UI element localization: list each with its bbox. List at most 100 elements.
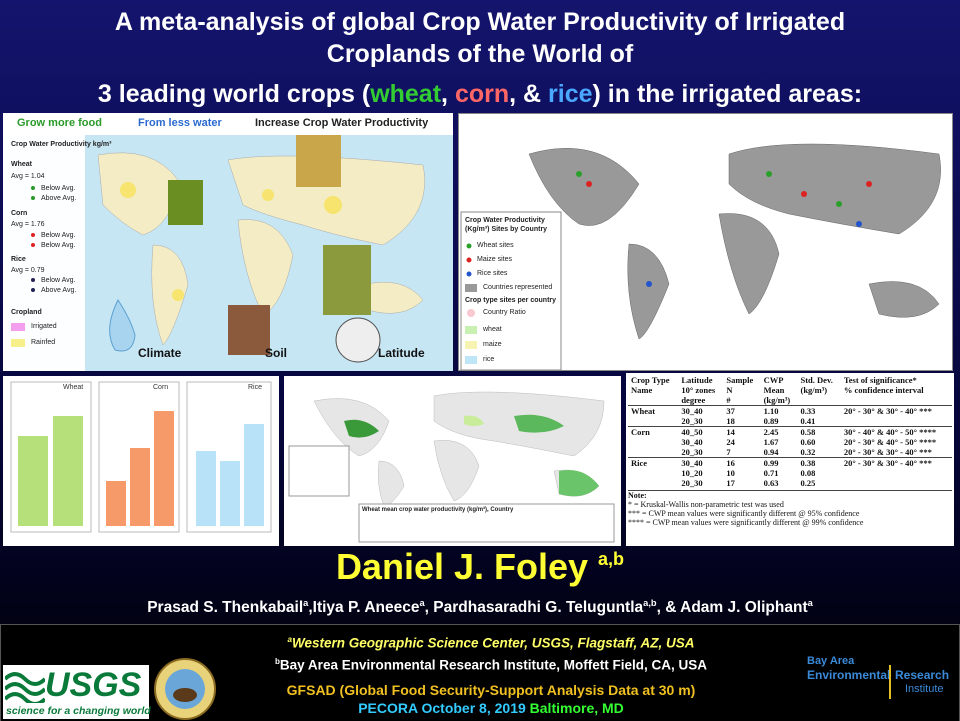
title-text: , & [509, 80, 549, 108]
table-cell: 0.32 [798, 447, 841, 458]
table-row: 20_30 17 0.63 0.25 [628, 478, 952, 488]
cell-text: 30_40 [681, 437, 703, 447]
table-cell: 0.60 [798, 437, 841, 447]
title-text: ) in the irrigated areas: [592, 80, 863, 108]
table-cell: 2.45 [760, 426, 798, 437]
legend-item: Rainfed [31, 339, 56, 346]
header-line: Std. Dev. [800, 375, 833, 385]
table-cell: 37 [723, 405, 761, 416]
header-cell: Crop Type Name [628, 375, 678, 406]
map-panel-2: Crop Water Productivity (Kg/m³) Sites by… [458, 113, 953, 371]
table-cell: 20° - 30° & 30° - 40° *** [841, 447, 952, 458]
cell-text: 30_40 [681, 458, 703, 468]
table-cell: 20° - 30° & 30° - 40° *** [840, 457, 952, 468]
legend-item: rice [483, 356, 495, 363]
table-row: 30_40 24 1.67 0.60 20° - 30° & 40° - 50° ***… [628, 437, 952, 447]
legend-crop: Rice [11, 256, 26, 263]
affiliation-sup: a [287, 635, 292, 644]
legend-item: Irrigated [31, 323, 57, 330]
baeri-text: Bay Area [807, 655, 855, 667]
header-cell: Sample N # [723, 375, 760, 406]
banner [3, 113, 453, 135]
table-panel: Crop Type Name Latitude 10° zones degree Samp… [626, 373, 954, 546]
affiliation-text: Bay Area Environmental Research Institut… [279, 657, 708, 672]
header-line: 10° zones [681, 385, 716, 395]
table-cell: 0.41 [798, 416, 841, 427]
boxplot-panel: Wheat Corn Rice [3, 376, 279, 546]
cell-text: 17 [726, 478, 735, 488]
banner-text: From less water [138, 117, 222, 129]
footer: USGS science for a changing world aWeste… [0, 624, 960, 721]
header-line: N [726, 385, 733, 395]
table-notes: Note: * = Kruskal-Wallis non-parametric t… [628, 490, 952, 527]
header-line: Sample [726, 375, 754, 385]
table-cell: 0.94 [761, 447, 798, 458]
table-cell [841, 468, 952, 478]
cell-text: 0.94 [763, 447, 779, 457]
cell-text: 24 [726, 437, 735, 447]
affiliation-sup: b [274, 656, 280, 666]
author-name: Itiya P. Aneece [312, 599, 420, 617]
crop-corn: corn [454, 80, 510, 108]
header-cell: Test of significance*% confidence interv… [841, 375, 952, 406]
cell-text: 20° - 30° & 30° - 40° *** [843, 458, 932, 468]
author-sep: , & [656, 599, 681, 617]
note-line: Note: [628, 491, 647, 500]
crop-wheat: wheat [370, 80, 442, 108]
legend-crop: Cropland [11, 309, 42, 316]
legend-item: maize [483, 341, 502, 348]
cell-text: 20_30 [681, 447, 703, 457]
note-line: * = Kruskal-Wallis non-parametric test w… [628, 500, 784, 509]
table-cell: 1.67 [761, 437, 798, 447]
table-cell: 24 [723, 437, 760, 447]
factor-label: Latitude [378, 346, 425, 360]
baeri-text: Research [895, 668, 950, 682]
table-cell: 17 [723, 478, 760, 488]
crop-cell: Wheat [628, 405, 679, 416]
legend-crop: Corn [11, 210, 28, 217]
baeri-text: Environmental [807, 668, 891, 682]
title-text: , [441, 80, 455, 108]
plot-title: Rice [248, 384, 263, 391]
baeri-text: Institute [905, 683, 944, 695]
legend-title: Crop type sites per country [465, 297, 557, 304]
header-line: Test of significance* [843, 375, 917, 385]
header-line: # [726, 395, 731, 405]
legend-avg: Avg = 1.04 [11, 173, 45, 180]
map-panel-1: Grow more food From less water Increase … [3, 113, 453, 371]
cell-text: 2.45 [763, 427, 779, 437]
cell-text: 0.89 [763, 416, 779, 426]
author-sup: a [807, 598, 813, 608]
affiliation: aWestern Geographic Science Center, USGS… [231, 631, 751, 653]
cell-text: 1.10 [763, 406, 779, 416]
header-cell: Std. Dev. (kg/m³) [798, 375, 841, 406]
header-row: Crop Type Name Latitude 10° zones degree Samp… [628, 375, 952, 406]
cell-text: 14 [726, 427, 735, 437]
table-cell: 0.08 [798, 468, 841, 478]
cell-text: 0.60 [800, 437, 816, 447]
baeri-divider [889, 665, 891, 699]
cell-text: 0.58 [800, 427, 816, 437]
crop-cell [628, 478, 678, 488]
affiliation: bBay Area Environmental Research Institu… [231, 653, 751, 675]
legend-avg: Avg = 0.79 [11, 267, 45, 274]
crop-cell [628, 447, 678, 458]
usgs-logo: USGS science for a changing world [3, 665, 151, 719]
legend-item: Below Avg. [41, 232, 76, 239]
table-row: 20_30 7 0.94 0.32 20° - 30° & 30° - 40° *** [628, 447, 952, 458]
table-cell [841, 478, 952, 488]
legend-item: Country Ratio [483, 309, 526, 316]
presenter-sup: a,b [598, 549, 625, 569]
author-sup: a,b [643, 598, 657, 608]
doi-seal [154, 658, 216, 720]
header-line: Latitude [681, 375, 713, 385]
legend-item: Wheat sites [477, 242, 514, 249]
table-cell: 0.33 [797, 405, 841, 416]
crop-cell: Corn [628, 426, 679, 437]
cell-text: 0.25 [800, 478, 816, 488]
author-name: Prasad S. Thenkabail [147, 599, 304, 617]
author-sep: , [424, 599, 434, 617]
presenter-name: Daniel J. Foley [335, 546, 589, 587]
cell-text: 20° - 30° & 40° - 50° **** [843, 437, 937, 447]
